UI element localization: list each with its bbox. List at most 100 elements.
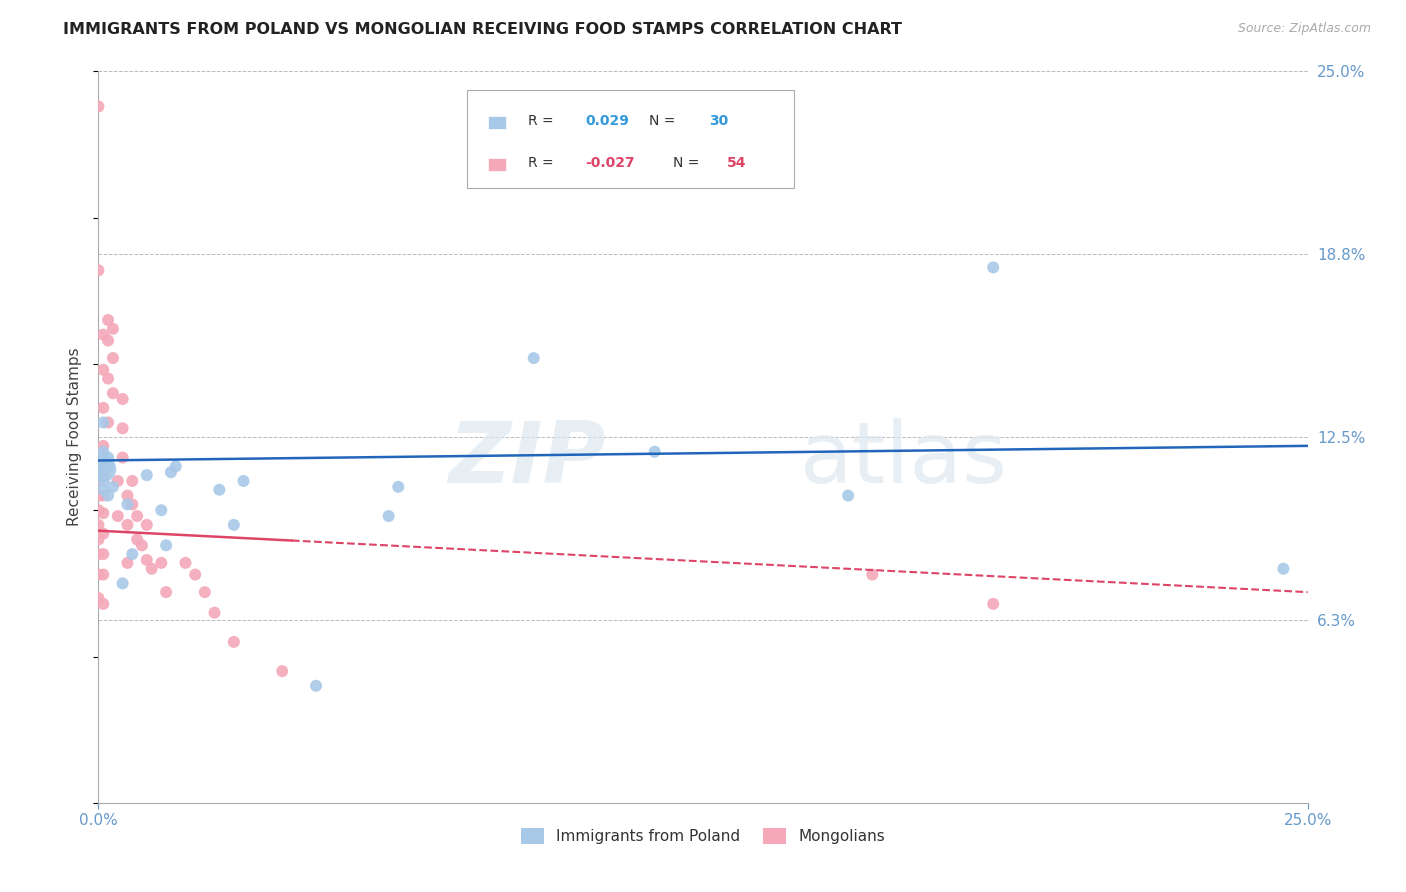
Point bbox=[91, 401, 114, 415]
Point bbox=[91, 439, 114, 453]
Point bbox=[87, 489, 110, 503]
Point bbox=[91, 363, 114, 377]
Point bbox=[121, 547, 143, 561]
Text: -0.027: -0.027 bbox=[586, 156, 636, 170]
Point bbox=[981, 597, 1004, 611]
Point bbox=[101, 351, 124, 365]
Point bbox=[135, 517, 157, 532]
Point bbox=[101, 322, 124, 336]
Point bbox=[91, 468, 114, 483]
Point bbox=[204, 606, 226, 620]
Point bbox=[127, 509, 149, 524]
Point bbox=[222, 517, 245, 532]
Point bbox=[87, 567, 110, 582]
Point bbox=[194, 585, 217, 599]
Point bbox=[97, 371, 120, 385]
Point bbox=[271, 664, 294, 678]
Point bbox=[87, 503, 110, 517]
Point bbox=[150, 556, 173, 570]
Text: R =: R = bbox=[527, 156, 558, 170]
Legend: Immigrants from Poland, Mongolians: Immigrants from Poland, Mongolians bbox=[515, 822, 891, 850]
Text: ZIP: ZIP bbox=[449, 417, 606, 500]
Y-axis label: Receiving Food Stamps: Receiving Food Stamps bbox=[67, 348, 83, 526]
Point bbox=[87, 533, 110, 547]
Point bbox=[87, 263, 110, 277]
Point bbox=[155, 585, 177, 599]
Point bbox=[91, 416, 114, 430]
Point bbox=[837, 489, 859, 503]
Point bbox=[91, 459, 114, 474]
Text: 30: 30 bbox=[709, 114, 728, 128]
Point bbox=[155, 538, 177, 552]
Point bbox=[121, 474, 143, 488]
Text: Source: ZipAtlas.com: Source: ZipAtlas.com bbox=[1237, 22, 1371, 36]
Point bbox=[160, 465, 183, 479]
Point bbox=[107, 509, 129, 524]
Point bbox=[97, 313, 120, 327]
Point bbox=[111, 421, 134, 435]
Point bbox=[135, 468, 157, 483]
Point bbox=[111, 450, 134, 465]
Point bbox=[127, 533, 149, 547]
Point bbox=[644, 444, 666, 458]
Point bbox=[97, 450, 120, 465]
Point bbox=[91, 597, 114, 611]
Point bbox=[111, 392, 134, 406]
Point bbox=[87, 517, 110, 532]
Point bbox=[97, 489, 120, 503]
Point bbox=[165, 459, 187, 474]
Point bbox=[91, 327, 114, 342]
Point bbox=[174, 556, 197, 570]
Point bbox=[91, 483, 114, 497]
Point bbox=[87, 547, 110, 561]
Point bbox=[97, 334, 120, 348]
Point bbox=[91, 489, 114, 503]
Text: atlas: atlas bbox=[800, 417, 1008, 500]
Point bbox=[91, 444, 114, 458]
Point bbox=[91, 547, 114, 561]
Point bbox=[117, 517, 139, 532]
Point bbox=[208, 483, 231, 497]
Point bbox=[91, 450, 114, 465]
Point bbox=[101, 480, 124, 494]
Point bbox=[184, 567, 207, 582]
Point bbox=[87, 591, 110, 605]
Point bbox=[135, 553, 157, 567]
Point bbox=[981, 260, 1004, 275]
Point bbox=[523, 351, 546, 365]
Text: R =: R = bbox=[527, 114, 558, 128]
Point bbox=[91, 526, 114, 541]
Point bbox=[117, 556, 139, 570]
Point bbox=[222, 635, 245, 649]
Point bbox=[377, 509, 399, 524]
Text: IMMIGRANTS FROM POLAND VS MONGOLIAN RECEIVING FOOD STAMPS CORRELATION CHART: IMMIGRANTS FROM POLAND VS MONGOLIAN RECE… bbox=[63, 22, 903, 37]
FancyBboxPatch shape bbox=[467, 90, 793, 188]
Point bbox=[860, 567, 883, 582]
Point bbox=[387, 480, 409, 494]
Point bbox=[91, 474, 114, 488]
Bar bbox=[488, 116, 506, 129]
Text: N =: N = bbox=[648, 114, 679, 128]
Text: N =: N = bbox=[672, 156, 703, 170]
Point bbox=[1272, 562, 1295, 576]
Point bbox=[91, 567, 114, 582]
Point bbox=[141, 562, 163, 576]
Point bbox=[305, 679, 328, 693]
Point bbox=[121, 497, 143, 511]
Text: 0.029: 0.029 bbox=[586, 114, 630, 128]
Point bbox=[91, 506, 114, 520]
Point bbox=[87, 99, 110, 113]
Point bbox=[150, 503, 173, 517]
Bar bbox=[488, 158, 506, 171]
Point bbox=[117, 497, 139, 511]
Point bbox=[91, 462, 114, 476]
Point bbox=[97, 459, 120, 474]
Point bbox=[97, 416, 120, 430]
Point bbox=[101, 386, 124, 401]
Point bbox=[111, 576, 134, 591]
Point bbox=[107, 474, 129, 488]
Text: 54: 54 bbox=[727, 156, 747, 170]
Point bbox=[131, 538, 153, 552]
Point bbox=[232, 474, 254, 488]
Point bbox=[91, 468, 114, 483]
